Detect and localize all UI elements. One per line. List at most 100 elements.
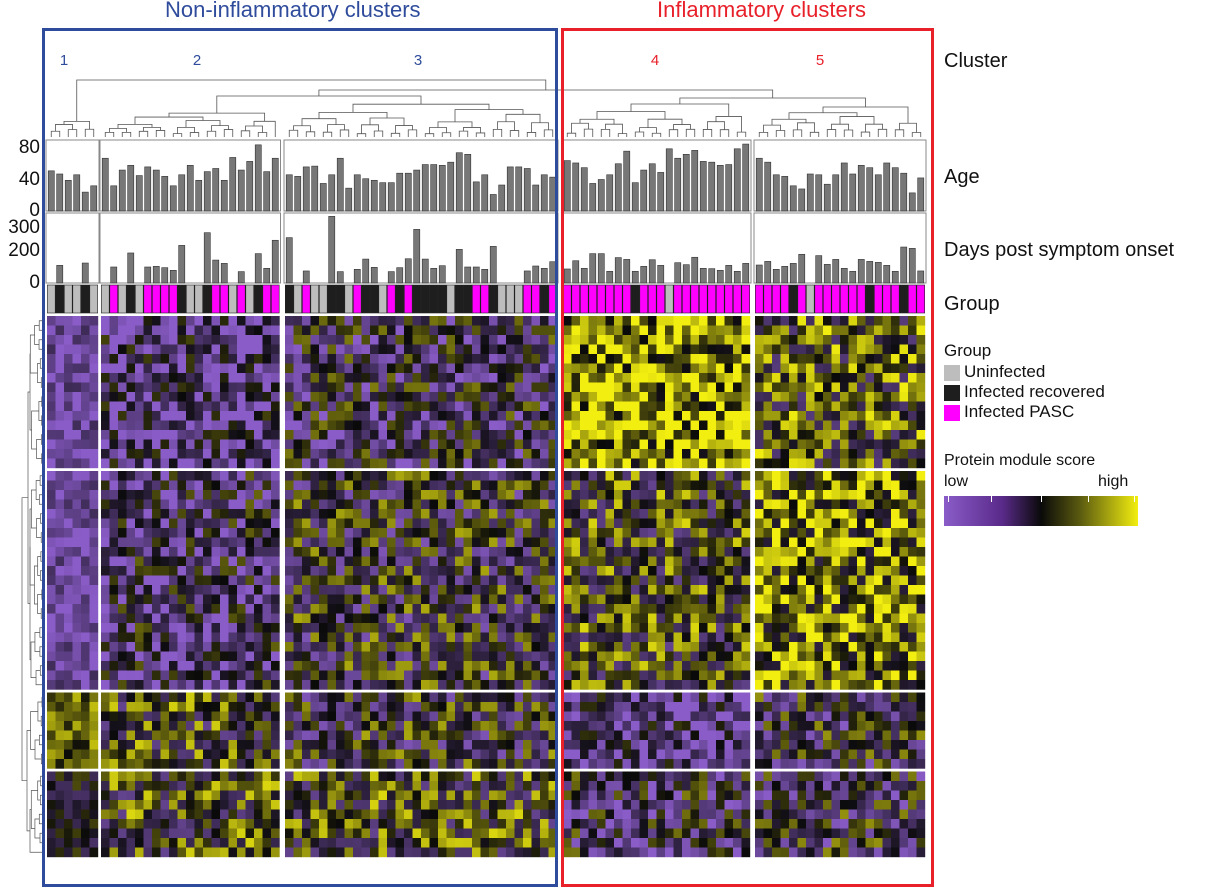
heatmap-cell — [245, 670, 255, 681]
heatmap-cell — [143, 354, 153, 364]
heatmap-cell — [387, 838, 396, 848]
heatmap-cell — [580, 471, 589, 481]
heatmap-cell — [387, 556, 396, 567]
heatmap-cell — [656, 537, 666, 548]
heatmap-cell — [361, 604, 371, 614]
heatmap-cell — [293, 518, 303, 529]
heatmap-cell — [336, 430, 345, 440]
heatmap-cell — [489, 439, 498, 450]
heatmap-cell — [690, 702, 700, 712]
heatmap-cell — [707, 566, 717, 576]
heatmap-cell — [707, 509, 717, 519]
heatmap-cell — [563, 847, 572, 858]
heatmap-cell — [614, 458, 623, 469]
heatmap-cell — [455, 316, 464, 326]
heatmap-cell — [665, 480, 674, 491]
heatmap-cell — [64, 749, 73, 760]
heatmap-cell — [47, 411, 56, 421]
heatmap-cell — [429, 449, 439, 459]
heatmap-cell — [293, 721, 303, 731]
heatmap-cell — [89, 642, 99, 652]
heatmap-cell — [446, 800, 456, 810]
heatmap-cell — [421, 819, 430, 829]
heatmap-cell — [228, 373, 238, 383]
heatmap-cell — [548, 847, 558, 858]
heatmap-cell — [228, 838, 238, 848]
heatmap-cell — [220, 537, 229, 548]
heatmap-cell — [143, 759, 153, 769]
heatmap-cell — [463, 661, 473, 671]
heatmap-cell — [523, 363, 532, 374]
heatmap-cell — [690, 838, 700, 848]
heatmap-cell — [245, 740, 255, 750]
heatmap-cell — [81, 680, 90, 690]
heatmap-cell — [160, 344, 170, 355]
heatmap-cell — [327, 547, 337, 557]
heatmap-cell — [421, 458, 430, 469]
heatmap-cell — [648, 702, 657, 712]
heatmap-cell — [614, 828, 623, 839]
heatmap-cell — [302, 594, 311, 605]
heatmap-cell — [429, 680, 439, 690]
heatmap-cell — [446, 499, 456, 510]
heatmap-cell — [690, 316, 700, 326]
heatmap-cell — [152, 420, 161, 431]
heatmap-cell — [47, 692, 56, 703]
heatmap-cell — [336, 721, 345, 731]
heatmap-cell — [531, 680, 541, 690]
heatmap-cell — [497, 604, 507, 614]
heatmap-cell — [531, 566, 541, 576]
heatmap-cell — [89, 480, 99, 491]
heatmap-cell — [772, 781, 781, 791]
heatmap-cell — [64, 575, 73, 586]
heatmap-cell — [177, 439, 187, 450]
heatmap-cell — [118, 670, 127, 681]
heatmap-cell — [673, 411, 683, 421]
heatmap-cell — [455, 740, 464, 750]
heatmap-cell — [605, 661, 615, 671]
heatmap-cell — [421, 613, 430, 624]
heatmap-cell — [446, 430, 456, 440]
heatmap-cell — [47, 749, 56, 760]
heatmap-cell — [563, 363, 572, 374]
heatmap-cell — [126, 623, 136, 633]
age-bar — [657, 172, 665, 212]
heatmap-cell — [126, 316, 136, 326]
heatmap-cell — [81, 547, 90, 557]
heatmap-cell — [169, 740, 178, 750]
heatmap-cell — [421, 730, 430, 741]
heatmap-cell — [455, 458, 464, 469]
heatmap-cell — [531, 363, 541, 374]
heatmap-cell — [327, 692, 337, 703]
heatmap-cell — [455, 623, 464, 633]
heatmap-cell — [631, 819, 640, 829]
heatmap-cell — [378, 373, 388, 383]
heatmap-cell — [387, 490, 396, 500]
heatmap-cell — [89, 828, 99, 839]
heatmap-cell — [64, 613, 73, 624]
heatmap-cell — [344, 430, 354, 440]
heatmap-cell — [716, 721, 725, 731]
heatmap-cell — [118, 499, 127, 510]
age-bar — [472, 181, 480, 212]
heatmap-cell — [254, 847, 263, 858]
heatmap-cell — [622, 335, 632, 345]
heatmap-cell — [523, 401, 532, 412]
heatmap-cell — [639, 537, 649, 548]
heatmap-cell — [540, 680, 549, 690]
heatmap-cell — [404, 382, 413, 393]
heatmap-cell — [152, 547, 161, 557]
heatmap-cell — [480, 325, 490, 336]
heatmap-cell — [169, 680, 178, 690]
heatmap-cell — [245, 344, 255, 355]
heatmap-cell — [55, 623, 65, 633]
heatmap-cell — [47, 585, 56, 595]
age-bar — [640, 169, 648, 212]
heatmap-cell — [271, 749, 280, 760]
heatmap-cell — [245, 828, 255, 839]
heatmap-cell — [186, 420, 195, 431]
heatmap-cell — [254, 316, 263, 326]
heatmap-cell — [622, 680, 632, 690]
days-bar — [413, 229, 421, 284]
heatmap-cell — [597, 790, 606, 801]
